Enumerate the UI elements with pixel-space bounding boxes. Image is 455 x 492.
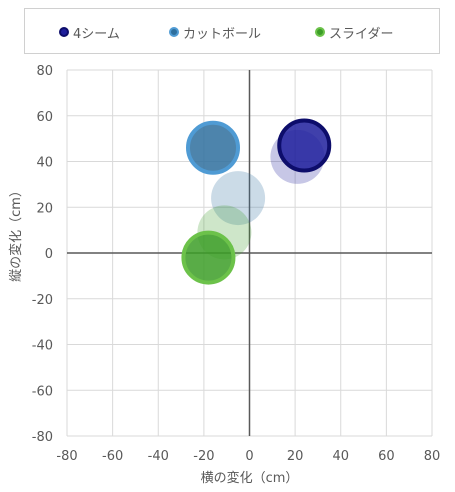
x-tick-label: 20	[287, 449, 304, 464]
legend-marker-cutball	[169, 27, 179, 37]
x-tick-label: -40	[148, 449, 169, 464]
x-tick-label: -80	[56, 449, 77, 464]
legend: 4シーム カットボール スライダー	[24, 8, 440, 54]
legend-item-4seam: 4シーム	[59, 22, 120, 42]
y-tick-label: 60	[36, 110, 53, 125]
y-tick-label: 40	[36, 156, 53, 171]
bubble	[181, 230, 236, 285]
x-tick-label: -20	[193, 449, 214, 464]
legend-label-4seam: 4シーム	[73, 26, 120, 42]
legend-item-cutball: カットボール	[169, 22, 261, 42]
y-tick-label: 0	[45, 247, 53, 262]
legend-item-slider: スライダー	[315, 22, 393, 42]
x-tick-label: 80	[424, 449, 441, 464]
y-axis-title: 縦の変化（cm）	[8, 184, 24, 282]
x-tick-label: 0	[245, 449, 253, 464]
x-tick-label: 60	[378, 449, 395, 464]
y-tick-label: -80	[32, 430, 53, 445]
bubble	[277, 118, 332, 173]
y-tick-label: -60	[32, 384, 53, 399]
y-tick-label: 20	[36, 201, 53, 216]
legend-label-cutball: カットボール	[183, 26, 262, 42]
x-tick-label: -60	[102, 449, 123, 464]
x-tick-label: 40	[332, 449, 349, 464]
legend-marker-4seam	[59, 27, 69, 37]
bubble	[186, 120, 240, 175]
x-axis-title: 横の変化（cm）	[201, 470, 299, 486]
bubbles	[181, 118, 332, 285]
bubble-faded	[211, 171, 266, 226]
y-tick-label: -40	[32, 339, 53, 354]
legend-label-slider: スライダー	[329, 26, 394, 42]
y-tick-label: -20	[32, 293, 53, 308]
legend-marker-slider	[315, 27, 325, 37]
y-tick-label: 80	[36, 64, 53, 79]
